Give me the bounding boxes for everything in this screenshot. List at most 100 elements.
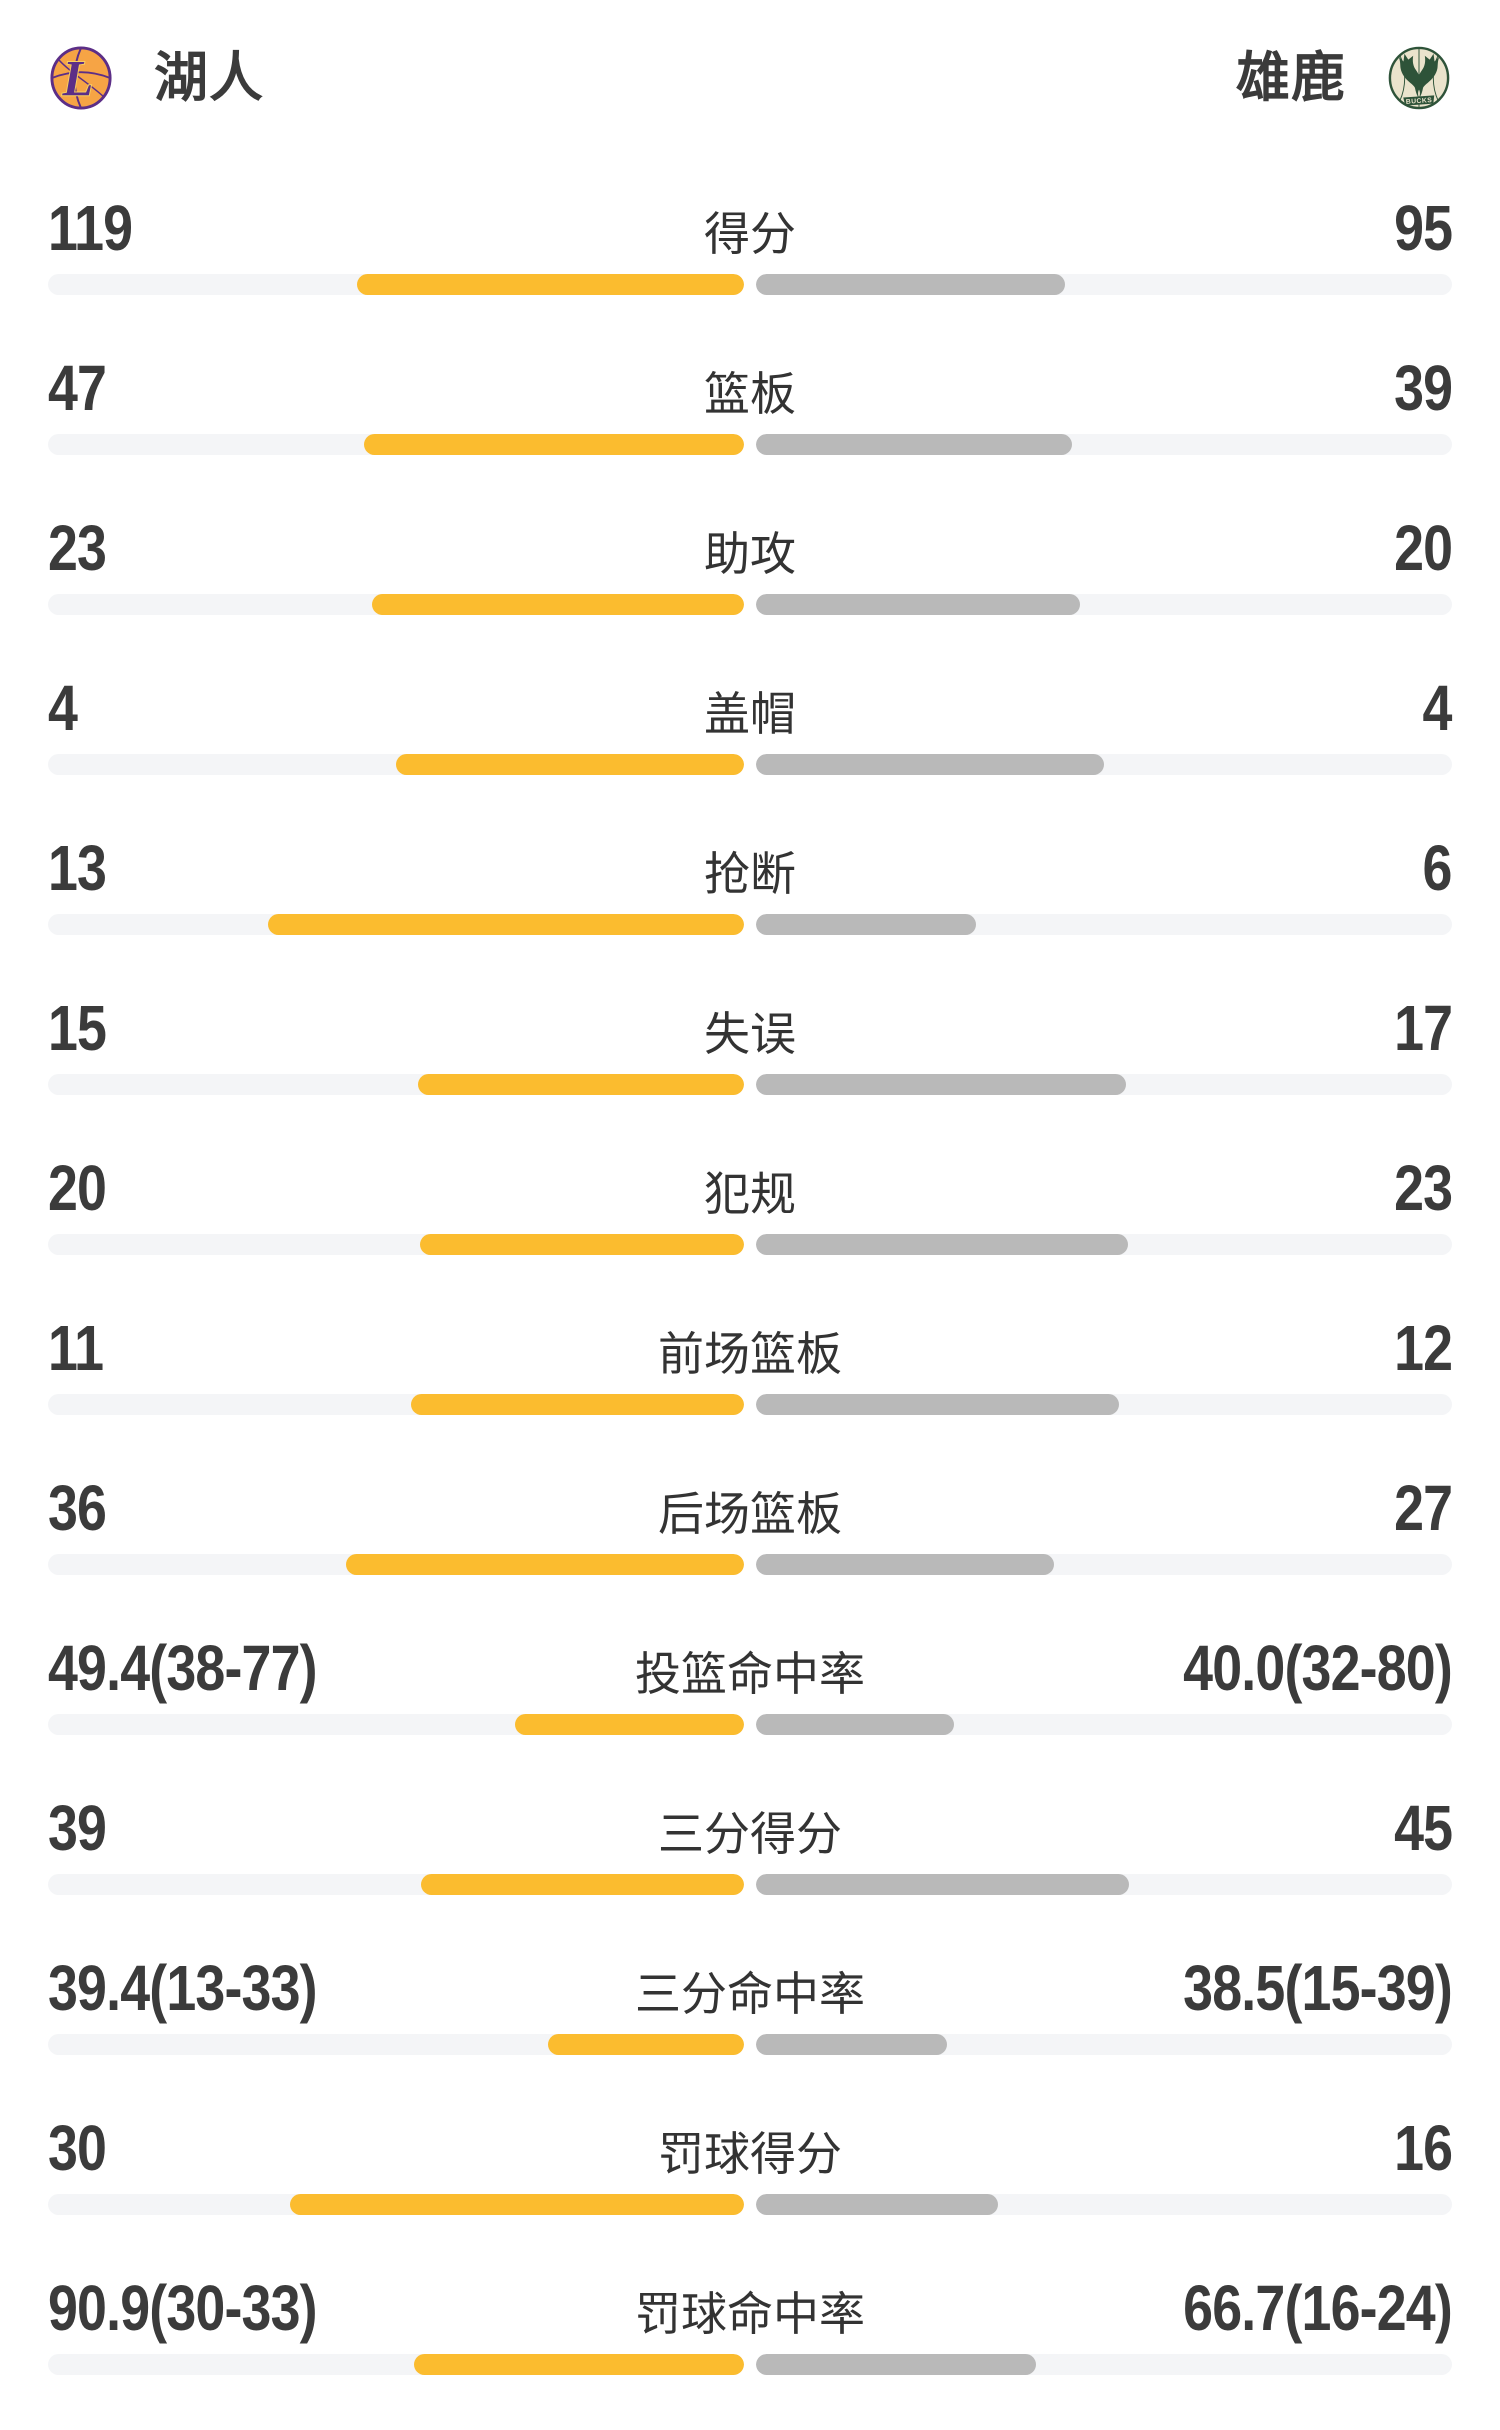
stat-bar [48, 1874, 1452, 1895]
home-bar-fill [515, 1714, 744, 1735]
home-value: 39 [48, 1792, 107, 1864]
home-value: 15 [48, 992, 107, 1064]
home-bar-fill [417, 1074, 744, 1095]
home-bar-fill [420, 1874, 744, 1895]
home-bar-fill [363, 434, 744, 455]
away-value: 40.0(32-80) [1183, 1632, 1453, 1704]
stat-label-cell: 后场篮板 [658, 1491, 842, 1537]
away-bar-track [756, 1554, 1452, 1575]
stat-label: 后场篮板 [658, 1488, 842, 1540]
stat-label: 前场篮板 [658, 1328, 842, 1380]
away-bar-fill [756, 1234, 1129, 1255]
home-value-cell: 23 [48, 516, 704, 580]
stat-row: 119 得分 95 [48, 190, 1453, 350]
home-value: 90.9(30-33) [48, 2272, 318, 2344]
home-bar-fill [547, 2034, 744, 2055]
stat-text-line: 15 失误 17 [48, 990, 1453, 1060]
away-bar-fill [756, 1554, 1055, 1575]
home-value-cell: 49.4(38-77) [48, 1636, 635, 1700]
home-bar-fill [414, 2354, 744, 2375]
home-bar-track [48, 1074, 744, 1095]
stat-bar [48, 1714, 1452, 1735]
away-bar-fill [756, 2194, 999, 2215]
stat-bar [48, 434, 1452, 455]
away-bar-fill [756, 1394, 1120, 1415]
stat-text-line: 90.9(30-33) 罚球命中率 66.7(16-24) [48, 2270, 1453, 2340]
stat-bar [48, 1554, 1452, 1575]
svg-text:L: L [62, 50, 94, 106]
stat-text-line: 36 后场篮板 27 [48, 1470, 1453, 1540]
home-bar-fill [356, 274, 744, 295]
stat-label-cell: 罚球得分 [658, 2131, 842, 2177]
stat-text-line: 30 罚球得分 16 [48, 2110, 1453, 2180]
stat-bar [48, 2354, 1452, 2375]
stat-label: 抢断 [704, 848, 796, 900]
stat-text-line: 11 前场篮板 12 [48, 1310, 1453, 1380]
home-bar-track [48, 1394, 744, 1415]
team-home-name: 湖人 [154, 48, 264, 108]
team-header: L 湖人 雄鹿 BUCKS [48, 0, 1452, 110]
away-bar-track [756, 1394, 1452, 1415]
away-value: 27 [1393, 1472, 1453, 1544]
stat-row: 36 后场篮板 27 [48, 1470, 1453, 1630]
lakers-logo-icon: L [48, 46, 114, 110]
stat-label-cell: 犯规 [704, 1171, 796, 1217]
stat-label: 罚球命中率 [635, 2288, 865, 2340]
stat-label-cell: 三分得分 [658, 1811, 842, 1857]
away-bar-fill [756, 594, 1080, 615]
away-value: 17 [1393, 992, 1453, 1064]
home-value-cell: 119 [48, 196, 704, 260]
home-value-cell: 30 [48, 2116, 658, 2180]
home-bar-track [48, 1234, 744, 1255]
away-bar-track [756, 1874, 1452, 1895]
stat-label: 盖帽 [704, 688, 796, 740]
stat-bar [48, 914, 1452, 935]
home-bar-fill [290, 2194, 744, 2215]
home-value-cell: 20 [48, 1156, 704, 1220]
away-bar-fill [756, 2354, 1036, 2375]
stat-label: 罚球得分 [658, 2128, 842, 2180]
away-bar-fill [756, 1874, 1129, 1895]
away-bar-track [756, 1074, 1452, 1095]
home-value-cell: 90.9(30-33) [48, 2276, 635, 2340]
away-bar-track [756, 914, 1452, 935]
svg-text:BUCKS: BUCKS [1406, 97, 1433, 106]
home-value-cell: 47 [48, 356, 704, 420]
away-bar-track [756, 754, 1452, 775]
home-value-cell: 11 [48, 1316, 658, 1380]
stat-label-cell: 抢断 [704, 851, 796, 897]
team-away: 雄鹿 BUCKS [1236, 46, 1452, 110]
away-value: 38.5(15-39) [1183, 1952, 1453, 2024]
home-bar-fill [346, 1554, 744, 1575]
stat-row: 13 抢断 6 [48, 830, 1453, 990]
stat-text-line: 23 助攻 20 [48, 510, 1453, 580]
away-value: 16 [1393, 2112, 1453, 2184]
away-bar-track [756, 434, 1452, 455]
team-away-name: 雄鹿 [1236, 48, 1346, 108]
home-value: 13 [48, 832, 107, 904]
home-bar-track [48, 594, 744, 615]
stat-label: 失误 [704, 1008, 796, 1060]
stat-text-line: 4 盖帽 4 [48, 670, 1453, 740]
away-bar-track [756, 2354, 1452, 2375]
stat-label-cell: 篮板 [704, 371, 796, 417]
stat-label-cell: 前场篮板 [658, 1331, 842, 1377]
away-value: 6 [1422, 832, 1453, 904]
stat-bar [48, 594, 1452, 615]
home-value-cell: 39 [48, 1796, 658, 1860]
stat-row: 20 犯规 23 [48, 1150, 1453, 1310]
home-value: 49.4(38-77) [48, 1632, 318, 1704]
home-bar-track [48, 754, 744, 775]
stat-label-cell: 投篮命中率 [635, 1651, 865, 1697]
stats-list: 119 得分 95 47 篮板 3 [48, 190, 1453, 2430]
away-value-cell: 12 [842, 1316, 1453, 1380]
home-value: 23 [48, 512, 107, 584]
away-bar-fill [756, 914, 976, 935]
away-value-cell: 45 [842, 1796, 1453, 1860]
away-value-cell: 16 [842, 2112, 1453, 2184]
stat-label: 三分得分 [658, 1808, 842, 1860]
bucks-logo-icon: BUCKS [1386, 46, 1452, 110]
home-bar-track [48, 1554, 744, 1575]
team-home: L 湖人 [48, 46, 264, 110]
